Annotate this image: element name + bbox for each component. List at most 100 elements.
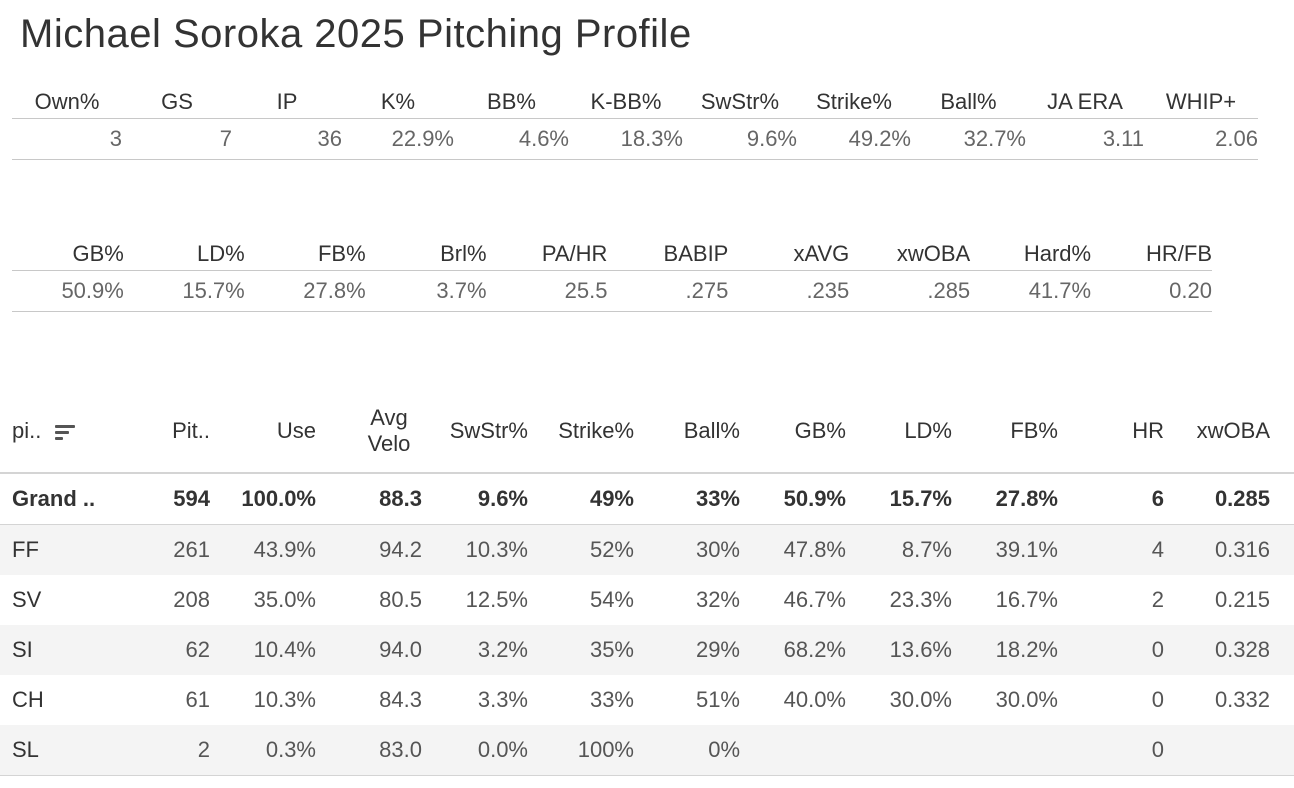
table-cell: 0.316 <box>1164 524 1294 575</box>
sort-descending-icon[interactable] <box>55 422 76 443</box>
table-cell: 46.7% <box>783 587 846 612</box>
summary1-header: JA ERA <box>1026 86 1144 119</box>
column-header[interactable]: FB% <box>952 390 1058 474</box>
summary2-header: Hard% <box>970 238 1092 271</box>
table-cell: 10.4% <box>210 625 316 675</box>
summary2-value: 0.20 <box>1091 270 1212 312</box>
summary2-value: 25.5 <box>486 270 608 312</box>
summary2-header: xAVG <box>728 238 850 271</box>
table-cell: 0 <box>1058 725 1164 776</box>
summary1-value: 7 <box>122 118 232 160</box>
page-title: Michael Soroka 2025 Pitching Profile <box>20 12 692 56</box>
table-cell: 15.7% <box>846 473 952 525</box>
table-cell: 43.9% <box>210 524 316 575</box>
table-row: SL 2 0.3% 83.0 0.0% 100% 0% 0 <box>0 725 1294 776</box>
table-cell: 33% <box>634 473 740 525</box>
row-label: FF <box>0 524 110 575</box>
summary-table-1: Own% GS IP K% BB% K-BB% SwStr% Strike% B… <box>12 86 1258 160</box>
table-cell: 88.3 <box>316 473 422 525</box>
table-cell: 9.6% <box>422 473 528 525</box>
summary1-header: GS <box>122 86 232 119</box>
table-cell <box>1164 725 1294 776</box>
summary1-value: 22.9% <box>342 118 454 160</box>
table-cell: 261 <box>110 524 210 575</box>
table-cell: 16.7% <box>995 587 1058 612</box>
summary2-header: xwOBA <box>849 238 971 271</box>
column-header[interactable]: Strike% <box>528 390 634 474</box>
summary2-header: LD% <box>123 238 245 271</box>
table-cell: 27.8% <box>952 473 1058 525</box>
summary2-header: BABIP <box>607 238 729 271</box>
table-cell: 18.2% <box>952 625 1058 675</box>
table-cell: 3.2% <box>422 625 528 675</box>
summary2-value: .285 <box>849 270 971 312</box>
table-cell: 83.0 <box>316 725 422 776</box>
table-cell: 94.0 <box>316 625 422 675</box>
summary1-value: 2.06 <box>1144 118 1258 160</box>
table-cell: 100% <box>528 725 634 776</box>
row-label: CH <box>12 687 44 712</box>
column-header[interactable]: GB% <box>740 390 846 474</box>
summary2-header: FB% <box>244 238 366 271</box>
summary1-value: 3 <box>12 118 122 160</box>
summary1-value: 18.3% <box>569 118 683 160</box>
table-cell: 54% <box>589 587 634 612</box>
table-cell: 33% <box>589 687 634 712</box>
summary1-header: IP <box>232 86 342 119</box>
table-cell <box>846 725 952 776</box>
column-header-pitch-type[interactable]: pi.. <box>0 390 110 474</box>
summary2-value: .235 <box>728 270 850 312</box>
table-cell: 6 <box>1058 473 1164 525</box>
summary1-value: 9.6% <box>683 118 797 160</box>
summary1-header: WHIP+ <box>1144 86 1258 119</box>
table-cell: 52% <box>528 524 634 575</box>
column-header[interactable]: Pit.. <box>110 390 210 474</box>
table-cell <box>952 725 1058 776</box>
table-cell: 100.0% <box>210 473 316 525</box>
summary1-value: 36 <box>232 118 342 160</box>
table-row: SV 208 35.0% 80.5 12.5% 54% 32% 46.7% 23… <box>0 575 1294 625</box>
summary1-header: Own% <box>12 86 122 119</box>
table-cell: 61 <box>185 687 210 712</box>
table-cell: 49% <box>528 473 634 525</box>
table-cell: 30.0% <box>889 687 952 712</box>
table-cell: 0.3% <box>210 725 316 776</box>
table-cell: 0.0% <box>422 725 528 776</box>
table-cell: 3.3% <box>477 687 528 712</box>
table-cell: 23.3% <box>889 587 952 612</box>
summary2-value: 41.7% <box>970 270 1092 312</box>
header-label: pi.. <box>12 418 42 443</box>
grand-total-row: Grand .. 594 100.0% 88.3 9.6% 49% 33% 50… <box>0 473 1294 525</box>
row-label: Grand .. <box>0 473 110 525</box>
column-header[interactable]: Ball% <box>634 390 740 474</box>
column-header[interactable]: xwOBA <box>1164 390 1294 474</box>
table-cell: 51% <box>695 687 740 712</box>
summary2-value: 15.7% <box>123 270 245 312</box>
table-cell: 0.215 <box>1214 587 1270 612</box>
column-header[interactable]: Use <box>210 390 316 474</box>
table-cell: 0% <box>634 725 740 776</box>
table-cell: 30% <box>634 524 740 575</box>
table-cell: 0 <box>1058 625 1164 675</box>
summary1-value: 32.7% <box>911 118 1026 160</box>
summary1-header: K-BB% <box>569 86 683 119</box>
table-cell: 0.328 <box>1164 625 1294 675</box>
table-cell: 47.8% <box>740 524 846 575</box>
table-cell: 39.1% <box>952 524 1058 575</box>
column-header[interactable]: SwStr% <box>422 390 528 474</box>
column-header[interactable]: Avg Velo <box>316 390 422 474</box>
table-row: CH 61 10.3% 84.3 3.3% 33% 51% 40.0% 30.0… <box>0 675 1294 725</box>
table-cell: 10.3% <box>253 687 316 712</box>
summary1-header: K% <box>342 86 454 119</box>
table-cell: 2 <box>110 725 210 776</box>
table-cell: 29% <box>634 625 740 675</box>
table-cell: 32% <box>695 587 740 612</box>
column-header[interactable]: LD% <box>846 390 952 474</box>
table-cell: 35.0% <box>253 587 316 612</box>
table-cell: 80.5 <box>379 587 422 612</box>
summary2-value: 3.7% <box>365 270 487 312</box>
table-cell: 62 <box>110 625 210 675</box>
table-cell: 30.0% <box>995 687 1058 712</box>
summary1-header: BB% <box>454 86 569 119</box>
column-header[interactable]: HR <box>1058 390 1164 474</box>
